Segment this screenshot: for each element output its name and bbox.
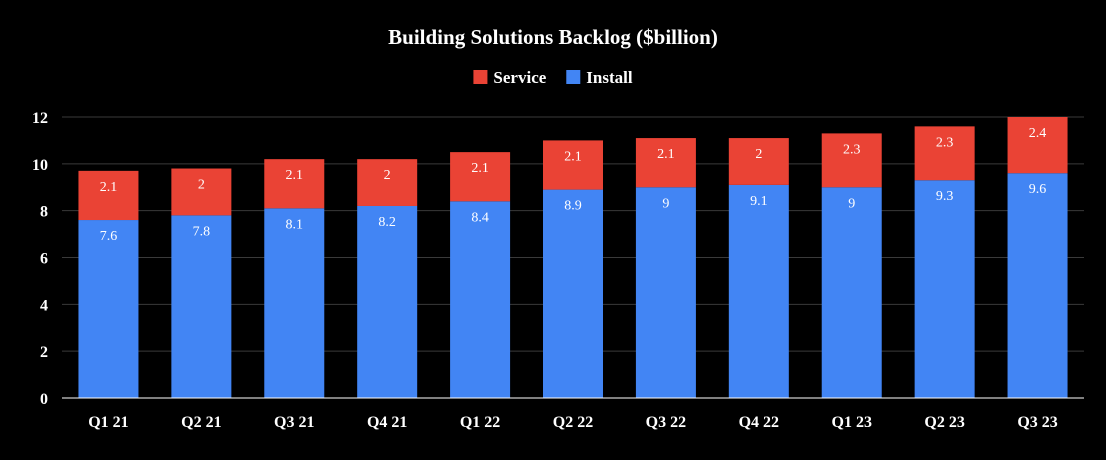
bar-service-q1-22 — [450, 152, 511, 202]
data-label-service: 2.1 — [471, 161, 489, 176]
bar-service-q4-22 — [728, 138, 789, 185]
y-tick-label: 12 — [32, 110, 48, 127]
y-tick-label: 2 — [40, 344, 48, 361]
bar-install-q3-21 — [264, 208, 325, 398]
data-label-install: 8.2 — [378, 215, 396, 230]
bar-service-q2-22 — [543, 140, 603, 190]
legend-label: Install — [586, 68, 633, 87]
data-label-install: 8.1 — [286, 217, 304, 232]
x-tick-label: Q1 21 — [88, 414, 128, 431]
x-tick-label: Q2 23 — [924, 414, 964, 431]
x-tick-label: Q4 21 — [367, 414, 407, 431]
legend-swatch — [473, 70, 488, 84]
data-label-service: 2 — [755, 147, 762, 162]
bar-install-q4-22 — [728, 184, 789, 398]
data-label-install: 7.6 — [100, 229, 118, 244]
x-tick-label: Q2 22 — [553, 414, 593, 431]
data-label-service: 2.4 — [1029, 126, 1047, 141]
y-tick-label: 0 — [40, 391, 48, 408]
data-label-service: 2.1 — [657, 147, 675, 162]
bar-service-q4-21 — [357, 159, 418, 206]
data-label-service: 2.3 — [843, 142, 861, 157]
data-label-service: 2.1 — [100, 180, 118, 195]
bar-install-q3-22 — [635, 187, 696, 398]
y-tick-label: 6 — [40, 251, 48, 268]
bar-service-q2-23 — [914, 126, 975, 181]
legend-item-install: Install — [566, 68, 633, 87]
data-label-install: 9.3 — [936, 189, 954, 204]
bar-service-q3-23 — [1007, 117, 1068, 174]
y-tick-label: 4 — [40, 297, 48, 314]
data-label-install: 8.9 — [564, 199, 582, 214]
data-label-service: 2 — [384, 168, 391, 183]
data-label-service: 2.1 — [564, 149, 582, 164]
x-tick-label: Q1 23 — [832, 414, 872, 431]
bars: 7.6 2.1 7.8 2 8.1 2.1 8.2 2 8.4 2.1 8.9 2.1 9 2.1 9.1 2… — [78, 117, 1068, 398]
data-label-service: 2 — [198, 178, 205, 193]
x-axis-ticks: Q1 21 Q2 21 Q3 21 Q4 21 Q1 22 Q2 22 Q3 22 Q4 22… — [88, 414, 1058, 431]
bar-install-q2-23 — [914, 180, 975, 398]
data-label-install: 9 — [662, 196, 669, 211]
x-tick-label: Q4 22 — [739, 414, 779, 431]
bar-install-q3-23 — [1007, 173, 1068, 398]
bar-install-q1-23 — [821, 187, 882, 398]
x-tick-label: Q3 21 — [274, 414, 314, 431]
bar-service-q1-23 — [821, 133, 882, 188]
legend-swatch — [566, 70, 581, 84]
bar-install-q2-21 — [171, 215, 232, 398]
y-axis-ticks: 0 2 4 6 8 10 12 — [32, 110, 48, 408]
y-tick-label: 10 — [32, 157, 48, 174]
data-label-install: 9 — [848, 196, 855, 211]
legend-item-service: Service — [473, 68, 547, 87]
chart-title: Building Solutions Backlog ($billion) — [388, 25, 718, 49]
data-label-install: 7.8 — [193, 224, 211, 239]
y-tick-label: 8 — [40, 204, 48, 221]
x-tick-label: Q3 23 — [1017, 414, 1057, 431]
bar-install-q4-21 — [357, 205, 418, 398]
bar-install-q2-22 — [543, 189, 603, 398]
data-label-install: 8.4 — [471, 210, 489, 225]
x-tick-label: Q2 21 — [181, 414, 221, 431]
x-tick-label: Q3 22 — [646, 414, 686, 431]
bar-install-q1-22 — [450, 201, 511, 398]
data-label-service: 2.3 — [936, 135, 954, 150]
bar-service-q3-22 — [635, 138, 696, 188]
legend: Service Install — [473, 68, 633, 87]
bar-service-q2-21 — [171, 168, 232, 216]
data-label-install: 9.1 — [750, 194, 768, 209]
data-label-service: 2.1 — [286, 168, 304, 183]
bar-service-q3-21 — [264, 159, 325, 209]
bar-install-q1-21 — [78, 220, 139, 398]
data-label-install: 9.6 — [1029, 182, 1047, 197]
legend-label: Service — [493, 68, 546, 87]
x-tick-label: Q1 22 — [460, 414, 500, 431]
bar-service-q1-21 — [78, 170, 139, 221]
